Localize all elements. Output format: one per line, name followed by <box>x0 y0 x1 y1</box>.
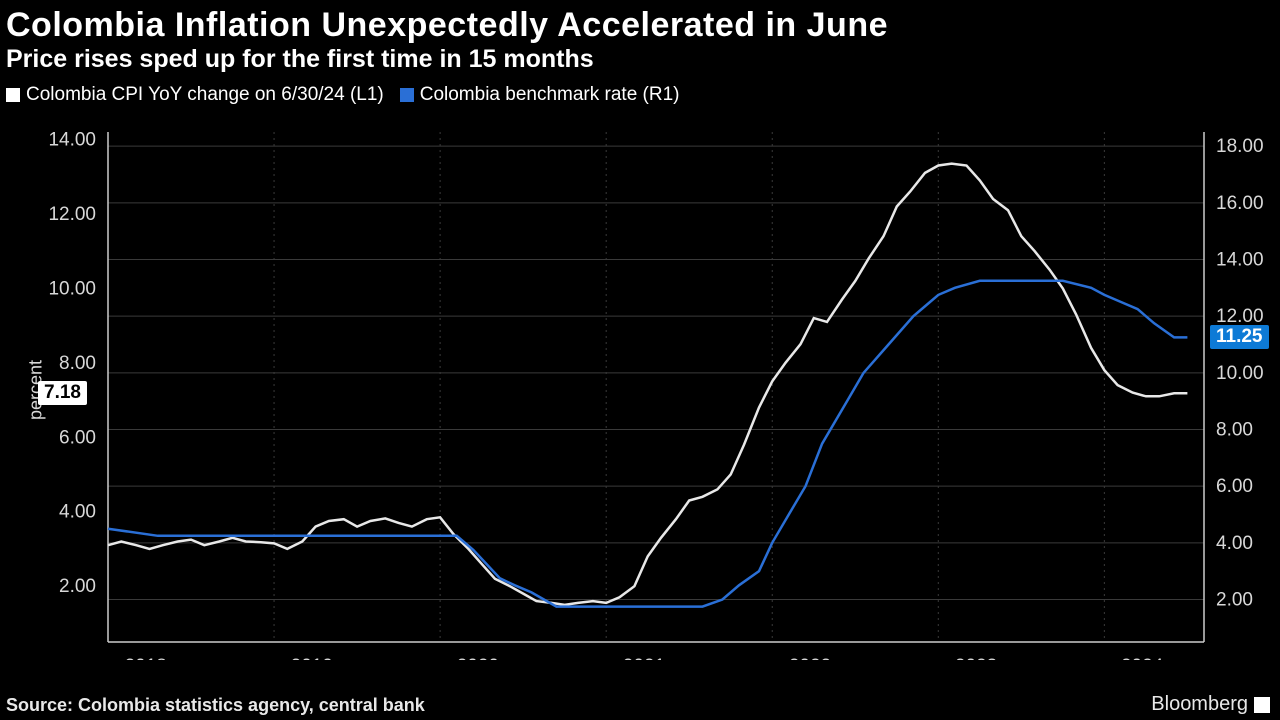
brand-icon <box>1254 697 1270 713</box>
legend-swatch-rate <box>400 88 414 102</box>
chart-area: percent 2.004.006.008.0010.0012.0014.002… <box>0 120 1280 660</box>
legend-label-rate: Colombia benchmark rate (R1) <box>420 84 680 106</box>
svg-text:6.00: 6.00 <box>59 427 96 448</box>
svg-text:10.00: 10.00 <box>1216 363 1264 384</box>
svg-text:14.00: 14.00 <box>48 129 96 150</box>
svg-text:2020: 2020 <box>457 656 499 660</box>
legend-item-rate: Colombia benchmark rate (R1) <box>400 84 680 106</box>
svg-text:6.00: 6.00 <box>1216 476 1253 497</box>
svg-text:8.00: 8.00 <box>1216 420 1253 441</box>
svg-text:8.00: 8.00 <box>59 353 96 374</box>
svg-text:4.00: 4.00 <box>59 502 96 523</box>
svg-text:4.00: 4.00 <box>1216 533 1253 554</box>
svg-text:2024: 2024 <box>1121 656 1164 660</box>
svg-text:14.00: 14.00 <box>1216 250 1264 271</box>
legend-swatch-cpi <box>6 88 20 102</box>
brand: Bloomberg <box>1151 693 1270 716</box>
svg-text:2.00: 2.00 <box>1216 590 1253 611</box>
legend: Colombia CPI YoY change on 6/30/24 (L1) … <box>0 78 1280 106</box>
svg-text:2.00: 2.00 <box>59 576 96 597</box>
brand-label: Bloomberg <box>1151 693 1248 716</box>
left-axis-callout: 7.18 <box>38 381 87 405</box>
svg-text:12.00: 12.00 <box>1216 306 1264 327</box>
right-axis-callout: 11.25 <box>1210 325 1269 349</box>
legend-label-cpi: Colombia CPI YoY change on 6/30/24 (L1) <box>26 84 384 106</box>
svg-text:18.00: 18.00 <box>1216 136 1264 157</box>
chart-svg: 2.00 4.00 6.00 8.00 10.00 12.00 14.00 2.00 4.00 6… <box>0 120 1280 660</box>
svg-text:2019: 2019 <box>291 656 333 660</box>
svg-text:2023: 2023 <box>955 656 997 660</box>
svg-text:2022: 2022 <box>789 656 831 660</box>
legend-item-cpi: Colombia CPI YoY change on 6/30/24 (L1) <box>6 84 384 106</box>
svg-text:16.00: 16.00 <box>1216 193 1264 214</box>
svg-text:12.00: 12.00 <box>48 204 96 225</box>
chart-subtitle: Price rises sped up for the first time i… <box>0 45 1280 78</box>
svg-text:10.00: 10.00 <box>48 278 96 299</box>
chart-title: Colombia Inflation Unexpectedly Accelera… <box>0 0 1280 45</box>
svg-text:2018: 2018 <box>125 656 167 660</box>
svg-text:2021: 2021 <box>623 656 665 660</box>
source-text: Source: Colombia statistics agency, cent… <box>6 695 425 716</box>
